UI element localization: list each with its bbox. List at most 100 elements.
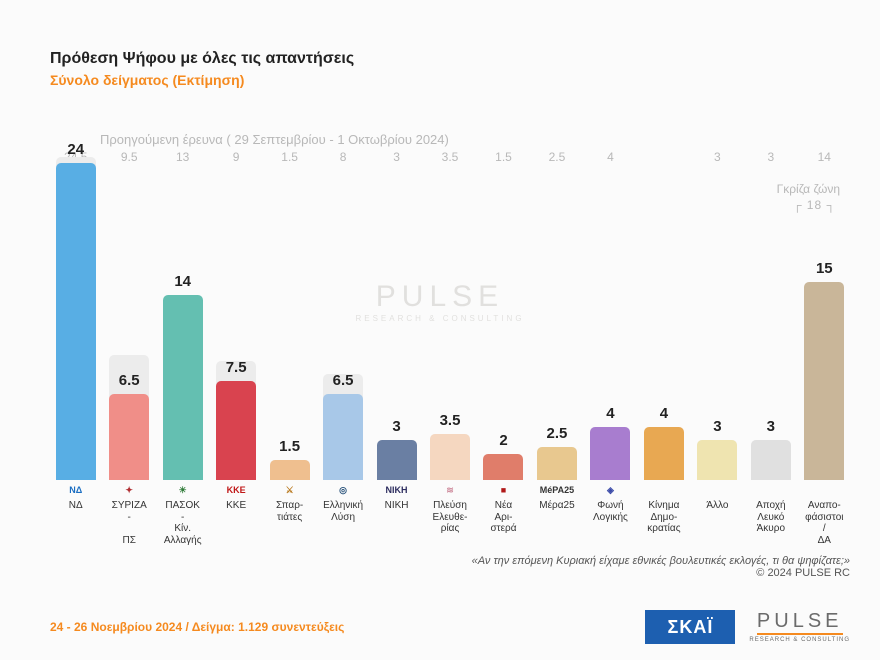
previous-value: 1.5 (264, 150, 315, 164)
party-badge: ΝΙΚΗ (384, 484, 410, 496)
previous-value: 3 (371, 150, 422, 164)
current-value: 4 (606, 405, 614, 422)
previous-value: 8 (317, 150, 368, 164)
bar-wrap: 15 (799, 282, 850, 480)
chart-column: 9.56.5✦ (103, 148, 154, 500)
bar-wrap: 3 (692, 440, 743, 480)
previous-value: 4 (585, 150, 636, 164)
current-bar: 2.5 (537, 447, 577, 480)
current-value: 3 (392, 418, 400, 435)
category-label: ΠλεύσηΕλευθε-ρίας (424, 500, 475, 546)
category-label: ΕλληνικήΛύση (317, 500, 368, 546)
chart-column: 2.5 2.5 MéPA25 (531, 148, 582, 500)
party-badge: ⚔ (284, 484, 296, 497)
current-value: 2 (499, 432, 507, 449)
party-logo: ≋ (444, 480, 456, 500)
chart-column: 1415 (799, 148, 850, 500)
chart-column: 33 (745, 148, 796, 500)
party-badge: ◎ (337, 484, 349, 497)
chart-column: 4 (638, 148, 689, 500)
pulse-logo: PULSE RESEARCH & CONSULTING (749, 611, 850, 643)
category-label: ΝΔ (50, 500, 101, 546)
current-bar: 2 (483, 454, 523, 480)
footer: 24 - 26 Νοεμβρίου 2024 / Δείγμα: 1.129 σ… (50, 610, 850, 644)
current-bar: 3.5 (430, 434, 470, 480)
category-label: ΝΙΚΗ (371, 500, 422, 546)
current-bar: 7.5 (216, 381, 256, 480)
chart-column: 33 (692, 148, 743, 500)
category-label: ΦωνήΛογικής (585, 500, 636, 546)
current-bar: 15 (804, 282, 844, 480)
category-label: Σπαρ-τιάτες (264, 500, 315, 546)
party-logo: ΝΔ (67, 480, 84, 500)
bar-wrap: 4 (638, 427, 689, 480)
copyright-text: © 2024 PULSE RC (472, 567, 850, 579)
bar-wrap: 14 (157, 295, 208, 480)
chart-column: 24.524ΝΔ (50, 148, 101, 500)
previous-value: 9 (210, 150, 261, 164)
category-labels-row: ΝΔΣΥΡΙΖΑ-ΠΣΠΑΣΟΚ-Κίν.ΑλλαγήςΚΚΕΣπαρ-τιάτ… (50, 500, 850, 546)
current-value: 7.5 (226, 359, 247, 376)
party-badge: ✦ (123, 484, 135, 497)
current-value: 1.5 (279, 438, 300, 455)
category-label: ΚίνημαΔημο-κρατίας (638, 500, 689, 546)
current-value: 2.5 (547, 425, 568, 442)
current-value: 6.5 (119, 372, 140, 389)
chart-column: 9 7.5 ΚΚΕ (210, 148, 261, 500)
footer-date-sample: 24 - 26 Νοεμβρίου 2024 / Δείγμα: 1.129 σ… (50, 620, 344, 634)
current-value: 15 (816, 260, 833, 277)
current-value: 3.5 (440, 412, 461, 429)
question-text: «Αν την επόμενη Κυριακή είχαμε εθνικές β… (472, 555, 850, 567)
poll-chart-page: Πρόθεση Ψήφου με όλες τις απαντήσεις Σύν… (0, 0, 880, 660)
voting-intention-chart: 24.524ΝΔ9.56.5✦1314☀97.5ΚΚΕ1.51.5⚔86.5◎3… (50, 148, 850, 500)
previous-value: 3 (745, 150, 796, 164)
previous-value: 3.5 (424, 150, 475, 164)
current-value: 14 (174, 273, 191, 290)
current-bar: 3 (377, 440, 417, 480)
bar-wrap: 4 (585, 427, 636, 480)
bar-wrap: 6.5 (317, 394, 368, 480)
category-label: ΠΑΣΟΚ-Κίν.Αλλαγής (157, 500, 208, 546)
bar-wrap: 3 (745, 440, 796, 480)
chart-column: 8 6.5 ◎ (317, 148, 368, 500)
party-logo: ΚΚΕ (225, 480, 248, 500)
previous-value: 2.5 (531, 150, 582, 164)
page-subtitle: Σύνολο δείγματος (Εκτίμηση) (50, 72, 840, 88)
category-label: ΝέαΑρι-στερά (478, 500, 529, 546)
current-bar: 1.5 (270, 460, 310, 480)
party-logo: ■ (499, 480, 508, 500)
current-bar: 24 (56, 163, 96, 480)
current-bar: 4 (590, 427, 630, 480)
party-badge: ≋ (444, 484, 456, 497)
chart-column: 1.5 1.5 ⚔ (264, 148, 315, 500)
party-logo: ◈ (605, 480, 616, 500)
party-badge: ΚΚΕ (225, 484, 248, 496)
previous-value: 1.5 (478, 150, 529, 164)
party-logo: ΝΙΚΗ (384, 480, 410, 500)
current-bar: 6.5 (109, 394, 149, 480)
bar-wrap: 2.5 (531, 447, 582, 480)
party-logo: ✦ (123, 480, 135, 500)
previous-survey-label: Προηγούμενη έρευνα ( 29 Σεπτεμβρίου - 1 … (100, 132, 449, 147)
category-label: ΑποχήΛευκόΆκυρο (745, 500, 796, 546)
bar-wrap: 3 (371, 440, 422, 480)
bar-wrap: 1.5 (264, 460, 315, 480)
chart-column: 1314☀ (157, 148, 208, 500)
party-logo: MéPA25 (538, 480, 576, 500)
skai-logo: ΣΚΑΪ (645, 610, 735, 644)
bar-wrap: 24 (50, 163, 101, 480)
bar-wrap: 7.5 (210, 381, 261, 480)
category-label: Άλλο (692, 500, 743, 546)
category-label: Μέρα25 (531, 500, 582, 546)
chart-column: 1.52■ (478, 148, 529, 500)
bar-wrap: 3.5 (424, 434, 475, 480)
previous-value: 13 (157, 150, 208, 164)
current-bar: 3 (751, 440, 791, 480)
party-badge: MéPA25 (538, 484, 576, 496)
current-bar: 4 (644, 427, 684, 480)
footer-logos: ΣΚΑΪ PULSE RESEARCH & CONSULTING (645, 610, 850, 644)
current-value: 3 (713, 418, 721, 435)
current-value: 4 (660, 405, 668, 422)
chart-column: 3 3 ΝΙΚΗ (371, 148, 422, 500)
current-value: 24 (67, 141, 84, 158)
